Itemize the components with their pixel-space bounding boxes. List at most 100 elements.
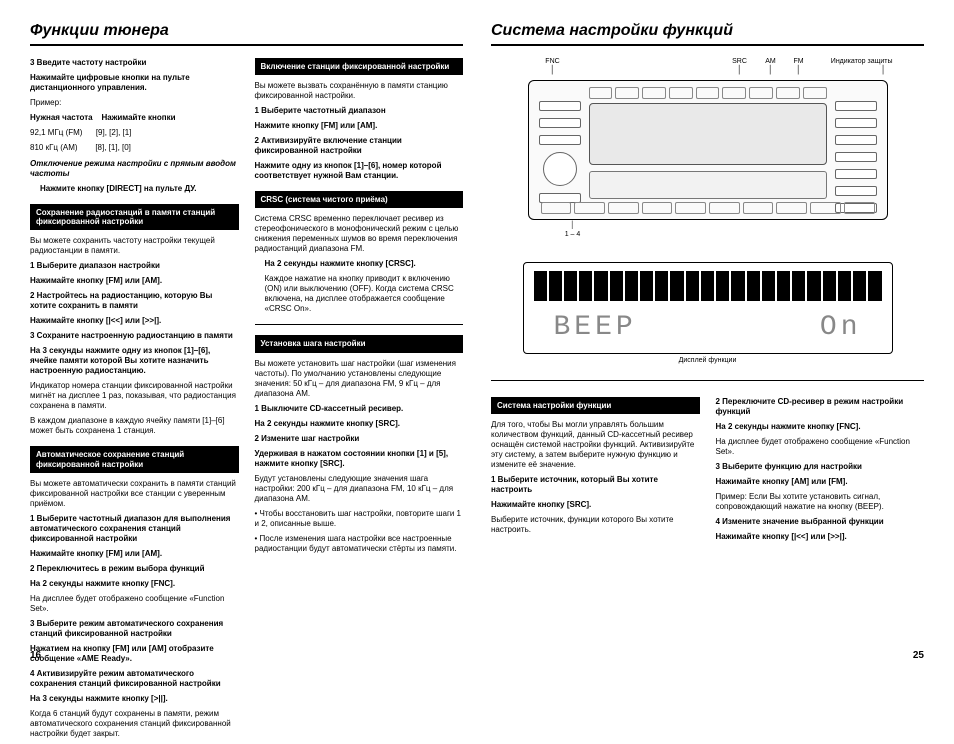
step-s1b: На 2 секунды нажмите кнопку [SRC]. <box>255 419 464 429</box>
example-label: Пример: <box>30 98 239 108</box>
auto-s1t: 1 Выберите частотный диапазон для выполн… <box>30 514 239 544</box>
right-title: Система настройки функций <box>491 22 924 46</box>
func-s3b: Нажимайте кнопку [AM] или [FM]. <box>716 477 925 487</box>
right-page: Система настройки функций FNC SRC AM FM … <box>491 22 924 665</box>
example-head: Нужная частота Нажимайте кнопки <box>30 113 239 123</box>
save-s1b: Нажимайте кнопку [FM] или [AM]. <box>30 276 239 286</box>
label-1-4: 1 – 4 <box>558 231 588 238</box>
save-s3b: На 3 секунды нажмите одну из кнопок [1]–… <box>30 346 239 376</box>
receiver-body <box>528 80 888 220</box>
save-s2t: 2 Настройтесь на радиостанцию, которую В… <box>30 291 239 311</box>
display-bars <box>534 271 882 301</box>
label-am: AM <box>757 58 785 65</box>
left-col-b: Включение станции фиксированной настройк… <box>255 58 464 744</box>
func-s1b: Нажимайте кнопку [SRC]. <box>491 500 700 510</box>
auto-s4b: На 3 секунды нажмите кнопку [>||]. <box>30 694 239 704</box>
auto-intro: Вы можете автоматически сохранить в памя… <box>30 479 239 509</box>
left-col-a: 3 Введите частоту настройки Нажимайте ци… <box>30 58 239 744</box>
display-text-left: BEEP <box>554 312 637 343</box>
recall-s2b: Нажмите одну из кнопок [1]–[6], номер ко… <box>255 161 464 181</box>
save-s2b: Нажимайте кнопку [|<<] или [>>|]. <box>30 316 239 326</box>
receiver-tape-slot <box>589 171 827 199</box>
bh-step: Установка шага настройки <box>255 335 464 352</box>
save-n2: В каждом диапазоне в каждую ячейку памят… <box>30 416 239 436</box>
off-body: Нажмите кнопку [DIRECT] на пульте ДУ. <box>30 184 239 194</box>
bh-func-system: Система настройки функции <box>491 397 700 414</box>
func-s2b: На 2 секунды нажмите кнопку [FNC]. <box>716 422 925 432</box>
step-s2b: Удерживая в нажатом состоянии кнопки [1]… <box>255 449 464 469</box>
ex-r1a: 92,1 МГц (FM) <box>30 128 82 137</box>
arrow-down-icon: │ <box>785 65 813 74</box>
step3-body: Нажимайте цифровые кнопки на пульте дист… <box>30 73 239 93</box>
step-s2n: Будут установлены следующие значения шаг… <box>255 474 464 504</box>
page-number-right: 25 <box>913 650 924 661</box>
example-r2: 810 кГц (AM) [8], [1], [0] <box>30 143 239 153</box>
func-s2n: На дисплее будет отображено сообщение «F… <box>716 437 925 457</box>
func-s3t: 3 Выберите функцию для настройки <box>716 462 925 472</box>
arrow-down-icon: │ <box>813 65 893 74</box>
save-n1: Индикатор номера станции фиксированной н… <box>30 381 239 411</box>
save-s1t: 1 Выберите диапазон настройки <box>30 261 239 271</box>
arrow-up-icon: │ <box>558 222 588 229</box>
bh-crsc: CRSC (система чистого приёма) <box>255 191 464 208</box>
func-s1n: Выберите источник, функции которого Вы х… <box>491 515 700 535</box>
off-title: Отключение режима настройки с прямым вво… <box>30 159 239 179</box>
ex-r2a: 810 кГц (AM) <box>30 143 78 152</box>
step-note1: • Чтобы восстановить шаг настройки, повт… <box>255 509 464 529</box>
example-r1: 92,1 МГц (FM) [9], [2], [1] <box>30 128 239 138</box>
func-s3n: Пример: Если Вы хотите установить сигнал… <box>716 492 925 512</box>
func-s4t: 4 Измените значение выбранной функции <box>716 517 925 527</box>
bh-recall: Включение станции фиксированной настройк… <box>255 58 464 75</box>
auto-s3t: 3 Выберите режим автоматического сохране… <box>30 619 239 639</box>
auto-s1b: Нажимайте кнопку [FM] или [AM]. <box>30 549 239 559</box>
ex-h2: Нажимайте кнопки <box>101 113 175 122</box>
auto-s2t: 2 Переключитесь в режим выбора функций <box>30 564 239 574</box>
auto-s3b: Нажатием на кнопку [FM] или [AM] отобраз… <box>30 644 239 664</box>
hr <box>255 324 464 325</box>
receiver-illustration: FNC SRC AM FM Индикатор защиты │ │ │ │ │ <box>491 58 924 238</box>
display-body: BEEP On <box>523 262 893 354</box>
crsc-t: На 2 секунды нажмите кнопку [CRSC]. <box>255 259 464 269</box>
auto-s4n: Когда 6 станций будут сохранены в памяти… <box>30 709 239 739</box>
bh-save-preset: Сохранение радиостанций в памяти станций… <box>30 204 239 230</box>
auto-s2n: На дисплее будет отображено сообщение «F… <box>30 594 239 614</box>
left-page: Функции тюнера 3 Введите частоту настрой… <box>30 22 463 665</box>
display-caption: Дисплей функции <box>491 357 924 364</box>
save-s3t: 3 Сохраните настроенную радиостанцию в п… <box>30 331 239 341</box>
receiver-left-buttons <box>539 101 581 203</box>
hr <box>491 380 924 381</box>
auto-s4t: 4 Активизируйте режим автоматического со… <box>30 669 239 689</box>
recall-s1t: 1 Выберите частотный диапазон <box>255 106 464 116</box>
func-s2t: 2 Переключите CD-ресивер в режим настрой… <box>716 397 925 417</box>
save-intro: Вы можете сохранить частоту настройки те… <box>30 236 239 256</box>
receiver-right-buttons <box>835 101 877 213</box>
func-s4b: Нажимайте кнопку [|<<] или [>>|]. <box>716 532 925 542</box>
display-illustration: BEEP On Дисплей функции <box>491 262 924 364</box>
receiver-screen <box>589 103 827 165</box>
left-title: Функции тюнера <box>30 22 463 46</box>
step3-title: 3 Введите частоту настройки <box>30 58 239 68</box>
ex-r1b: [9], [2], [1] <box>96 128 132 137</box>
bh-autosave: Автоматическое сохранение станций фиксир… <box>30 446 239 472</box>
auto-s2b: На 2 секунды нажмите кнопку [FNC]. <box>30 579 239 589</box>
recall-s2t: 2 Активизируйте включение станции фиксир… <box>255 136 464 156</box>
step-s1t: 1 Выключите CD-кассетный ресивер. <box>255 404 464 414</box>
page-number-left: 16 <box>30 650 41 661</box>
crsc-intro: Система CRSC временно переключает ресиве… <box>255 214 464 254</box>
step-s2t: 2 Измените шаг настройки <box>255 434 464 444</box>
ex-r2b: [8], [1], [0] <box>95 143 131 152</box>
right-col-a: Система настройки функции Для того, чтоб… <box>491 397 700 547</box>
label-fnc: FNC <box>523 58 583 65</box>
label-fm: FM <box>785 58 813 65</box>
label-indicator: Индикатор защиты <box>813 58 893 65</box>
display-text-right: On <box>820 312 862 343</box>
func-s1t: 1 Выберите источник, который Вы хотите н… <box>491 475 700 495</box>
arrow-down-icon: │ <box>757 65 785 74</box>
arrow-down-icon: │ <box>523 65 583 74</box>
volume-knob-icon <box>543 152 577 186</box>
step-intro: Вы можете установить шаг настройки (шаг … <box>255 359 464 399</box>
label-src: SRC <box>723 58 757 65</box>
step-note2: • После изменения шага настройки все нас… <box>255 534 464 554</box>
ex-h1: Нужная частота <box>30 113 93 122</box>
arrow-down-icon: │ <box>723 65 757 74</box>
